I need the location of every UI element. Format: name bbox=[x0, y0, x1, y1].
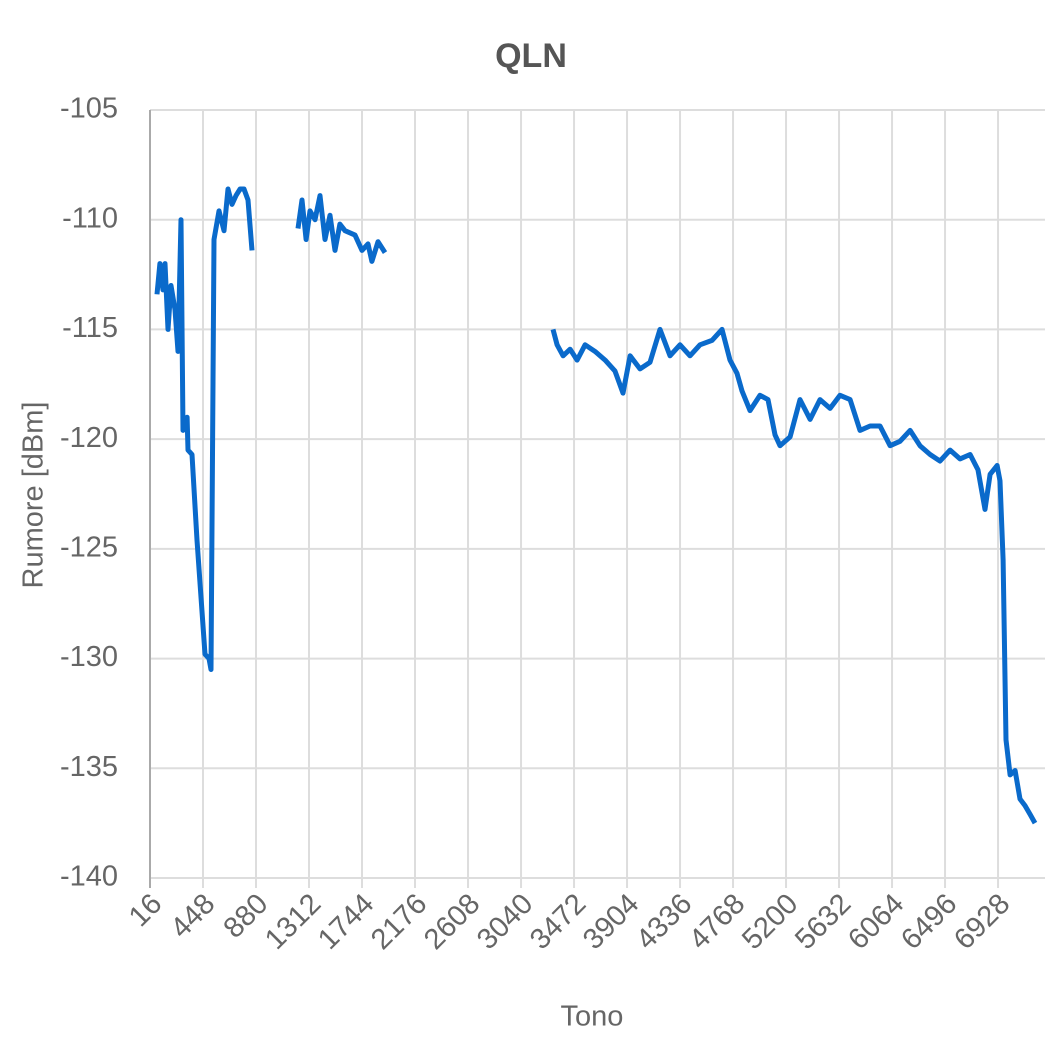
x-tick-label: 16 bbox=[123, 888, 168, 933]
x-tick-label: 4768 bbox=[683, 888, 751, 956]
x-tick-label: 6496 bbox=[895, 888, 963, 956]
y-tick-label: -140 bbox=[60, 861, 118, 893]
y-tick-label: -110 bbox=[62, 202, 118, 234]
x-tick-label: 448 bbox=[165, 888, 222, 945]
y-tick-label: -120 bbox=[60, 422, 118, 454]
y-tick-label: -105 bbox=[60, 93, 118, 125]
y-tick-label: -115 bbox=[62, 312, 118, 344]
x-tick-label: 6064 bbox=[842, 888, 910, 956]
x-tick-label: 3904 bbox=[577, 888, 645, 956]
chart-title: QLN bbox=[495, 37, 567, 75]
x-tick-label: 4336 bbox=[630, 888, 698, 956]
data-line bbox=[154, 186, 1038, 825]
x-tick-label: 2608 bbox=[418, 888, 486, 956]
x-tick-label: 3472 bbox=[524, 888, 592, 956]
x-tick-label: 1312 bbox=[259, 888, 327, 956]
x-tick-label: 5200 bbox=[736, 888, 804, 956]
y-tick-label: -125 bbox=[60, 532, 118, 564]
y-tick-label: -135 bbox=[60, 751, 118, 783]
x-axis-label: Tono bbox=[561, 1001, 624, 1033]
x-tick-label: 5632 bbox=[789, 888, 857, 956]
x-tick-label: 6928 bbox=[948, 888, 1016, 956]
x-tick-label: 2176 bbox=[365, 888, 433, 956]
y-axis-label: Rumore [dBm] bbox=[18, 402, 50, 589]
x-tick-label: 1744 bbox=[312, 888, 380, 956]
x-tick-label: 3040 bbox=[471, 888, 539, 956]
y-tick-label: -130 bbox=[60, 641, 118, 673]
